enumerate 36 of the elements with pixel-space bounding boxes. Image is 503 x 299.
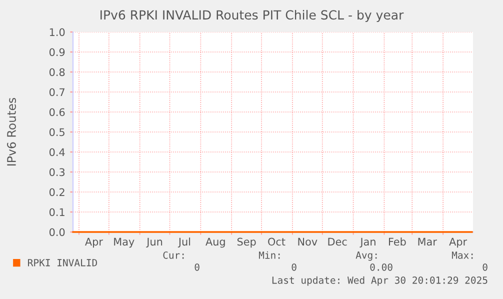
y-tick-label: 0.9 (49, 48, 65, 56)
y-axis-title: IPv6 Routes (7, 98, 16, 166)
y-tick-label: 1.0 (50, 28, 65, 36)
text: Min: (258, 251, 280, 259)
x-tick-label: Apr (449, 238, 468, 248)
y-tick-label: 0.2 (49, 188, 64, 196)
x-tick-label: Oct (268, 238, 286, 246)
text: 0 (482, 263, 488, 271)
text: 0 (194, 263, 200, 271)
x-tick-label: Feb (388, 238, 406, 246)
text: Last update: Wed Apr 30 20:01:29 2025 (272, 276, 488, 286)
y-tick-label: 0.5 (49, 128, 64, 136)
legend-label: RPKI INVALID (28, 259, 97, 266)
text: 0 (292, 263, 296, 271)
y-tick-label: 0.4 (49, 148, 65, 156)
chart-title: IPv6 RPKI INVALID Routes PIT Chile SCL - by year (100, 10, 404, 22)
text: 0.00 (370, 263, 392, 271)
x-tick-label: Jul (178, 238, 190, 248)
x-tick-label: Aug (206, 238, 225, 248)
x-tick-label: Jun (146, 238, 162, 248)
x-tick-label: Dec (328, 238, 347, 246)
x-tick-label: Apr (85, 238, 103, 248)
y-tick-label: 0.7 (49, 88, 64, 96)
x-tick-label: May (114, 238, 134, 248)
y-tick-label: 0.3 (49, 168, 65, 176)
y-tick-label: 0.0 (49, 228, 65, 236)
x-tick-label: Mar (418, 238, 437, 246)
x-tick-label: Sep (237, 238, 256, 248)
x-tick-label: Nov (298, 238, 318, 246)
text: Max: (452, 252, 473, 259)
y-tick-label: 0.1 (49, 208, 64, 216)
x-tick-label: Jan (360, 238, 376, 248)
y-tick-label: 0.8 (49, 68, 65, 76)
text: Cur: (163, 251, 184, 259)
y-tick-label: 0.6 (49, 108, 65, 116)
text: Avg: (356, 252, 377, 261)
